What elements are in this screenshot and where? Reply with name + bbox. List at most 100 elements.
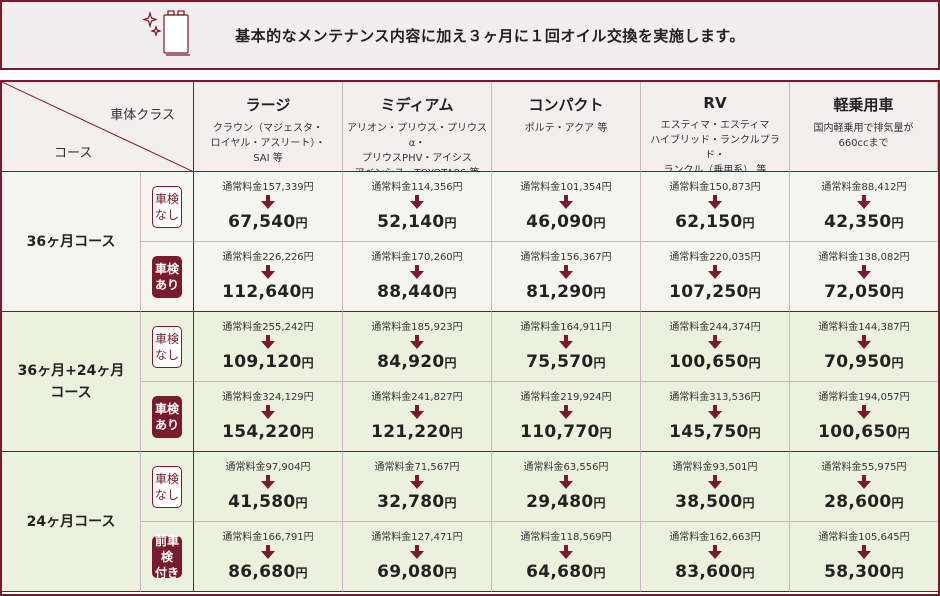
price-amount: 75,570: [526, 352, 594, 372]
course-price: 42,350円: [790, 212, 938, 232]
course-price: 109,120円: [194, 352, 342, 372]
course-price: 84,920円: [343, 352, 491, 372]
price-amount: 100,650: [669, 352, 749, 372]
course-price: 121,220円: [343, 422, 491, 442]
course-price: 62,150円: [641, 212, 789, 232]
arrow-down-icon: [559, 265, 573, 279]
course-price: 100,650円: [790, 422, 938, 442]
price-cell: 通常料金185,923円 84,920円: [343, 312, 492, 382]
arrow-down-icon: [708, 265, 722, 279]
course-price: 110,770円: [492, 422, 640, 442]
oil-can-sparkle-icon: [142, 10, 190, 56]
price-amount: 84,920: [377, 352, 445, 372]
inspection-badge-cell: 車検 なし: [141, 452, 194, 522]
price-cell: 通常料金144,387円 70,950円: [790, 312, 938, 382]
arrow-down-icon: [261, 475, 275, 489]
price-amount: 29,480: [526, 492, 594, 512]
price-amount: 46,090: [526, 212, 594, 232]
course-price: 88,440円: [343, 282, 491, 302]
arrow-down-icon: [559, 195, 573, 209]
arrow-down-icon: [708, 195, 722, 209]
price-cell: 通常料金105,645円 58,300円: [790, 522, 938, 592]
normal-price: 通常料金166,791円: [222, 532, 314, 543]
price-amount: 62,150: [675, 212, 743, 232]
arrow-down-icon: [857, 475, 871, 489]
price-cell: 通常料金324,129円 154,220円: [194, 382, 343, 452]
course-price: 72,050円: [790, 282, 938, 302]
inspection-badge-cell: 車検 なし: [141, 312, 194, 382]
price-cell: 通常料金194,057円 100,650円: [790, 382, 938, 452]
normal-price: 通常料金226,226円: [222, 252, 314, 263]
yen-suffix: 円: [891, 216, 904, 230]
price-amount: 88,440: [377, 282, 445, 302]
normal-price: 通常料金105,645円: [818, 532, 910, 543]
price-amount: 109,120: [222, 352, 302, 372]
course-price: 81,290円: [492, 282, 640, 302]
price-cell: 通常料金170,260円 88,440円: [343, 242, 492, 312]
normal-price: 通常料金138,082円: [818, 252, 910, 263]
arrow-down-icon: [261, 545, 275, 559]
class-examples: ポルテ・アクア 等: [524, 123, 608, 134]
course-price: 112,640円: [194, 282, 342, 302]
arrow-down-icon: [410, 475, 424, 489]
normal-price: 通常料金118,569円: [520, 532, 612, 543]
price-cell: 通常料金118,569円 64,680円: [492, 522, 641, 592]
normal-price: 通常料金114,356円: [371, 182, 463, 193]
class-header-0: ラージ クラウン（マジェスタ・ ロイヤル・アスリート）・ SAI 等: [194, 82, 343, 172]
arrow-down-icon: [410, 405, 424, 419]
normal-price: 通常料金324,129円: [222, 392, 314, 403]
course-price: 38,500円: [641, 492, 789, 512]
price-cell: 通常料金71,567円 32,780円: [343, 452, 492, 522]
yen-suffix: 円: [593, 356, 606, 370]
arrow-down-icon: [261, 335, 275, 349]
price-amount: 112,640: [222, 282, 302, 302]
yen-suffix: 円: [593, 496, 606, 510]
arrow-down-icon: [857, 195, 871, 209]
price-cell: 通常料金164,911円 75,570円: [492, 312, 641, 382]
class-header-3: RV エスティマ・エスティマ ハイブリッド・ランクルプラド・ ランクル（乗用系） …: [641, 82, 790, 176]
course-price: 75,570円: [492, 352, 640, 372]
course-name: 24ヶ月コース: [2, 452, 141, 592]
yen-suffix: 円: [295, 496, 308, 510]
table-corner-header: 車体クラス コース: [2, 82, 194, 172]
banner-text: 基本的なメンテナンス内容に加え３ヶ月に１回オイル交換を実施します。: [235, 26, 745, 45]
inspection-badge: 車検 あり: [152, 395, 182, 438]
class-examples: エスティマ・エスティマ ハイブリッド・ランクルプラド・ ランクル（乗用系） 等: [650, 120, 780, 176]
yen-suffix: 円: [444, 496, 457, 510]
price-cell: 通常料金63,556円 29,480円: [492, 452, 641, 522]
price-cell: 通常料金166,791円 86,680円: [194, 522, 343, 592]
yen-suffix: 円: [444, 356, 457, 370]
normal-price: 通常料金150,873円: [669, 182, 761, 193]
price-cell: 通常料金55,975円 28,600円: [790, 452, 938, 522]
arrow-down-icon: [559, 335, 573, 349]
arrow-down-icon: [261, 195, 275, 209]
class-name: RV: [703, 94, 727, 112]
inspection-badge: 車検 なし: [152, 185, 182, 228]
yen-suffix: 円: [593, 286, 606, 300]
course-price: 107,250円: [641, 282, 789, 302]
corner-diagonal: [2, 82, 193, 171]
price-cell: 通常料金101,354円 46,090円: [492, 172, 641, 242]
arrow-down-icon: [559, 545, 573, 559]
price-amount: 145,750: [669, 422, 749, 442]
price-amount: 58,300: [824, 562, 892, 582]
price-cell: 通常料金127,471円 69,080円: [343, 522, 492, 592]
price-cell: 通常料金255,242円 109,120円: [194, 312, 343, 382]
normal-price: 通常料金313,536円: [669, 392, 761, 403]
price-amount: 42,350: [824, 212, 892, 232]
normal-price: 通常料金185,923円: [371, 322, 463, 333]
course-price: 86,680円: [194, 562, 342, 582]
course-price: 83,600円: [641, 562, 789, 582]
yen-suffix: 円: [450, 426, 463, 440]
course-price: 41,580円: [194, 492, 342, 512]
normal-price: 通常料金55,975円: [821, 462, 907, 473]
price-amount: 32,780: [377, 492, 445, 512]
price-amount: 100,650: [818, 422, 898, 442]
price-amount: 41,580: [228, 492, 296, 512]
class-examples: クラウン（マジェスタ・ ロイヤル・アスリート）・ SAI 等: [210, 123, 326, 164]
price-amount: 110,770: [520, 422, 600, 442]
arrow-down-icon: [410, 195, 424, 209]
course-price: 29,480円: [492, 492, 640, 512]
course-price: 28,600円: [790, 492, 938, 512]
course-label: コース: [54, 146, 93, 161]
